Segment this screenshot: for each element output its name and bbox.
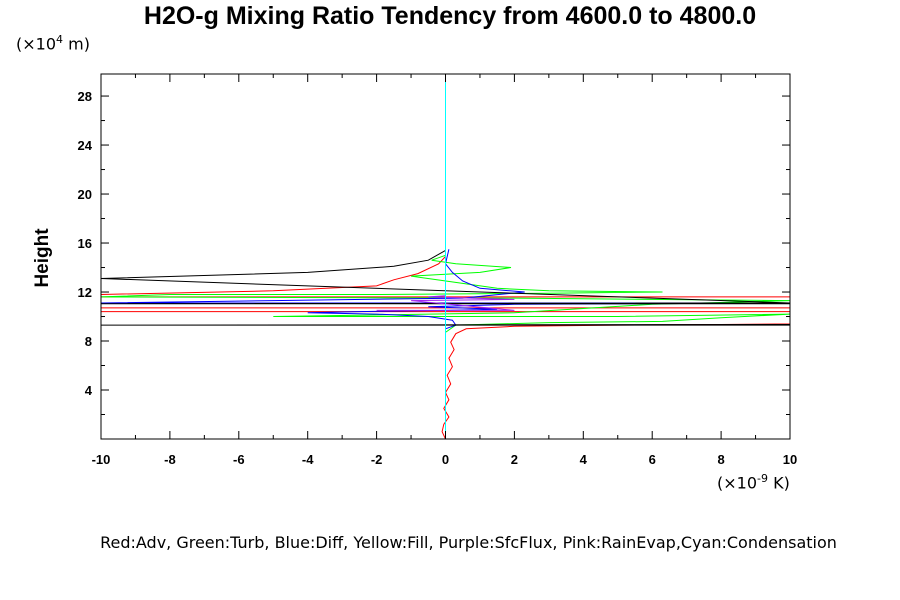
y-unit-suffix: m) [63,34,90,54]
x-tick-label: -8 [164,452,176,467]
x-tick-label: 0 [442,452,449,467]
x-tick-label: 10 [783,452,797,467]
x-unit-exponent: -9 [757,472,768,485]
x-tick-label: -6 [233,452,245,467]
x-unit-suffix: K) [767,473,790,493]
series-layer [100,74,791,440]
x-unit-prefix: (×10 [717,473,758,493]
y-tick-label: 12 [78,285,92,300]
series-line-3 [100,249,791,330]
y-tick-label: 8 [85,334,92,349]
series-line-5 [376,295,515,311]
y-tick-label: 4 [85,383,93,398]
y-tick-label: 20 [78,187,92,202]
x-tick-label: 4 [580,452,588,467]
series-line-2 [100,250,791,333]
plot-frame [100,73,791,440]
x-tick-label: 8 [717,452,724,467]
y-unit-prefix: (×10 [16,34,57,54]
y-axis-unit: (×104 m) [16,33,90,53]
legend-caption: Red:Adv, Green:Turb, Blue:Diff, Yellow:F… [100,533,837,552]
x-tick-label: -10 [92,452,111,467]
y-unit-exponent: 4 [56,33,64,46]
x-tick-label: -4 [302,452,314,467]
x-axis-unit: (×10-9 K) [717,472,790,492]
y-tick-label: 24 [78,138,93,153]
y-tick-label: 28 [78,89,92,104]
x-tick-label: -2 [371,452,383,467]
x-tick-label: 2 [511,452,518,467]
x-tick-label: 6 [649,452,656,467]
y-tick-label: 16 [78,236,92,251]
chart-title: H2O-g Mixing Ratio Tendency from 4600.0 … [143,2,757,30]
